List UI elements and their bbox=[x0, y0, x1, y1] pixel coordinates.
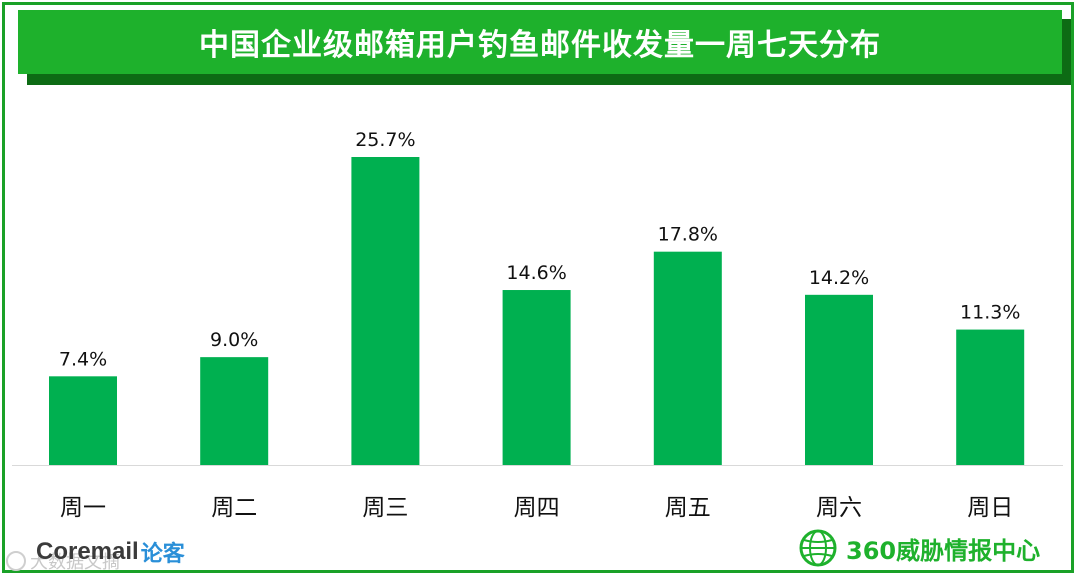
bar-2 bbox=[200, 357, 269, 465]
bar-4 bbox=[502, 290, 571, 465]
coremail-brand-cn: 论客 bbox=[140, 542, 185, 567]
coremail-brand: Coremail bbox=[36, 538, 139, 565]
coremail-logo: Coremail 论客 bbox=[36, 536, 185, 568]
data-label-5: 17.8% bbox=[658, 224, 718, 246]
bar-3 bbox=[351, 157, 420, 465]
chart-title: 中国企业级邮箱用户钓鱼邮件收发量一周七天分布 bbox=[199, 28, 881, 63]
bar-6 bbox=[805, 294, 873, 465]
category-label-4: 周四 bbox=[514, 495, 560, 521]
data-label-1: 7.4% bbox=[59, 348, 107, 370]
category-label-5: 周五 bbox=[665, 495, 711, 521]
threat-center-logo: 360威胁情报中心 bbox=[798, 528, 1040, 568]
category-label-7: 周日 bbox=[967, 495, 1013, 521]
category-label-2: 周二 bbox=[211, 495, 257, 521]
chart-frame bbox=[2, 2, 1074, 573]
data-label-3: 25.7% bbox=[355, 129, 415, 151]
data-label-7: 11.3% bbox=[960, 302, 1020, 324]
watermark-icon bbox=[6, 551, 26, 571]
data-label-4: 14.6% bbox=[506, 262, 566, 284]
threat-center-name: 360威胁情报中心 bbox=[846, 536, 1041, 565]
category-label-6: 周六 bbox=[816, 495, 862, 521]
data-label-6: 14.2% bbox=[809, 267, 869, 289]
category-label-3: 周三 bbox=[362, 495, 408, 521]
bar-7 bbox=[956, 329, 1025, 465]
bar-5 bbox=[653, 251, 722, 465]
category-label-1: 周一 bbox=[60, 495, 106, 521]
data-label-2: 9.0% bbox=[210, 329, 258, 351]
bar-1 bbox=[49, 376, 117, 465]
title-bar: 中国企业级邮箱用户钓鱼邮件收发量一周七天分布 bbox=[18, 10, 1062, 74]
globe-icon bbox=[799, 529, 837, 567]
watermark: 大数据文摘 bbox=[6, 548, 120, 574]
watermark-text: 大数据文摘 bbox=[30, 552, 120, 573]
